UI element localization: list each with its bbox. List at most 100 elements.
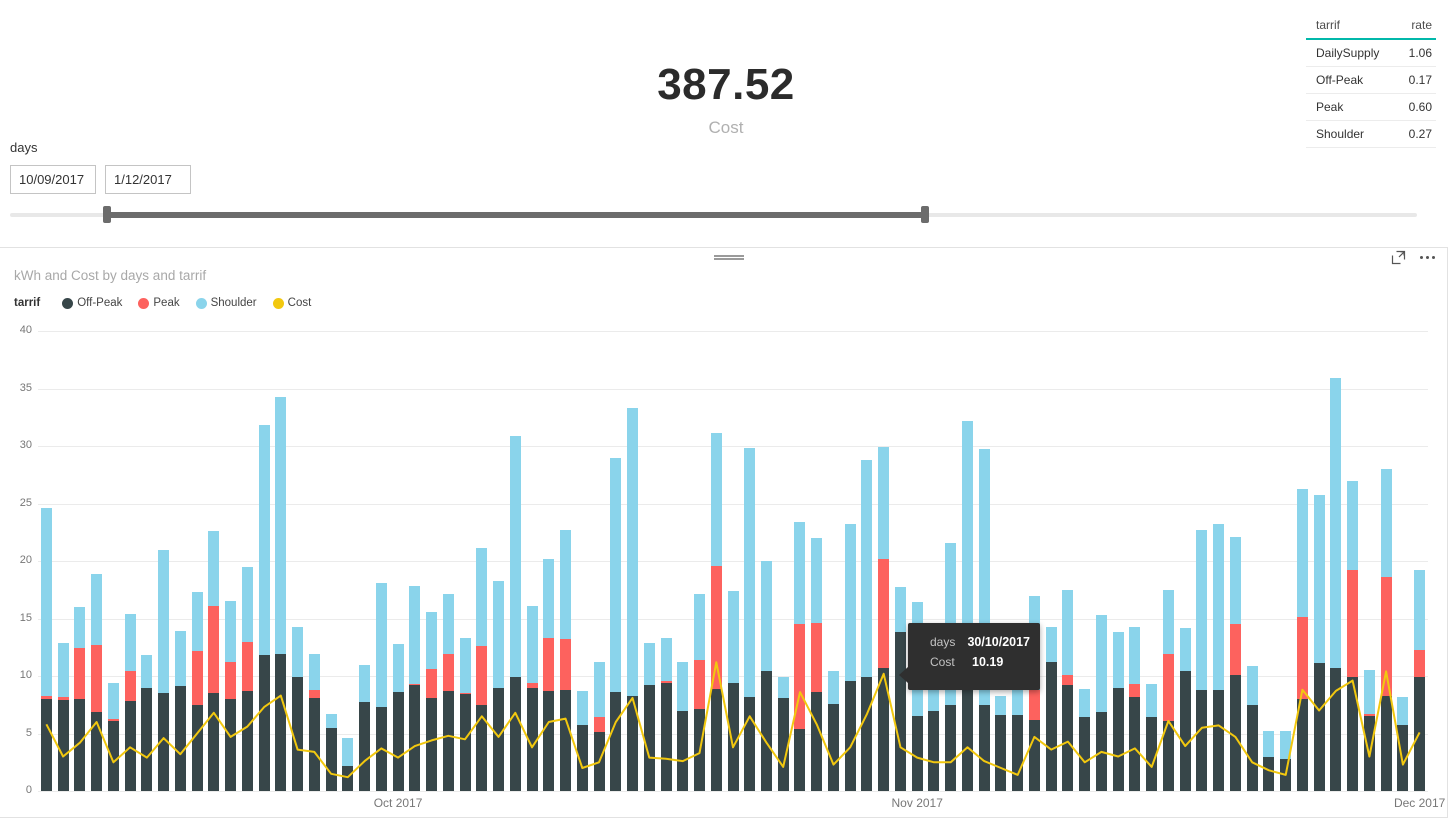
bar-segment-off-peak[interactable] bbox=[1012, 715, 1024, 791]
bar-segment-shoulder[interactable] bbox=[827, 671, 839, 704]
bar-segment-peak[interactable] bbox=[74, 648, 86, 699]
bar-segment-peak[interactable] bbox=[1028, 689, 1040, 720]
bar-segment-shoulder[interactable] bbox=[158, 549, 170, 694]
bar-segment-off-peak[interactable] bbox=[894, 632, 906, 791]
bar-segment-shoulder[interactable] bbox=[760, 561, 772, 672]
bar-segment-off-peak[interactable] bbox=[1347, 677, 1359, 791]
bar-segment-off-peak[interactable] bbox=[878, 667, 890, 791]
bar-segment-off-peak[interactable] bbox=[1229, 674, 1241, 791]
slider-handle-end[interactable] bbox=[920, 206, 929, 223]
drag-handle-icon[interactable] bbox=[714, 254, 744, 262]
plot-area[interactable] bbox=[38, 331, 1428, 792]
bar-segment-off-peak[interactable] bbox=[1196, 689, 1208, 791]
bar-segment-off-peak[interactable] bbox=[124, 701, 136, 791]
bar-segment-off-peak[interactable] bbox=[107, 720, 119, 791]
bar-segment-shoulder[interactable] bbox=[174, 631, 186, 687]
bar-segment-shoulder[interactable] bbox=[1414, 570, 1426, 650]
bar-segment-off-peak[interactable] bbox=[861, 677, 873, 791]
bar-segment-off-peak[interactable] bbox=[40, 699, 52, 791]
bar-segment-shoulder[interactable] bbox=[1196, 529, 1208, 690]
bar-segment-off-peak[interactable] bbox=[978, 704, 990, 791]
bar-segment-peak[interactable] bbox=[811, 623, 823, 693]
bar-segment-shoulder[interactable] bbox=[677, 662, 689, 711]
bar-segment-off-peak[interactable] bbox=[342, 765, 354, 791]
bar-segment-off-peak[interactable] bbox=[91, 711, 103, 791]
bar-segment-peak[interactable] bbox=[1229, 624, 1241, 675]
bar-segment-shoulder[interactable] bbox=[392, 643, 404, 693]
bar-segment-off-peak[interactable] bbox=[660, 682, 672, 791]
bar-segment-shoulder[interactable] bbox=[1313, 495, 1325, 664]
bar-segment-shoulder[interactable] bbox=[459, 638, 471, 694]
legend-item-peak[interactable]: Peak bbox=[138, 297, 180, 309]
bar-segment-shoulder[interactable] bbox=[560, 529, 572, 640]
bar-segment-shoulder[interactable] bbox=[241, 566, 253, 642]
bar-segment-off-peak[interactable] bbox=[961, 681, 973, 791]
bar-segment-off-peak[interactable] bbox=[426, 697, 438, 791]
bar-segment-off-peak[interactable] bbox=[1179, 671, 1191, 791]
bar-segment-off-peak[interactable] bbox=[543, 690, 555, 791]
bar-segment-shoulder[interactable] bbox=[894, 587, 906, 633]
bar-segment-shoulder[interactable] bbox=[811, 538, 823, 624]
bar-segment-shoulder[interactable] bbox=[1162, 589, 1174, 655]
bar-segment-peak[interactable] bbox=[208, 605, 220, 694]
bar-segment-off-peak[interactable] bbox=[141, 687, 153, 791]
slider-handle-start[interactable] bbox=[103, 206, 112, 223]
bar-segment-off-peak[interactable] bbox=[844, 680, 856, 791]
bar-segment-off-peak[interactable] bbox=[1162, 720, 1174, 791]
bar-segment-shoulder[interactable] bbox=[107, 682, 119, 719]
bar-segment-shoulder[interactable] bbox=[543, 558, 555, 639]
bar-segment-off-peak[interactable] bbox=[191, 704, 203, 791]
bar-segment-peak[interactable] bbox=[526, 682, 538, 688]
bar-segment-shoulder[interactable] bbox=[1263, 731, 1275, 757]
bar-segment-shoulder[interactable] bbox=[643, 642, 655, 686]
bar-segment-shoulder[interactable] bbox=[1296, 488, 1308, 618]
bar-segment-shoulder[interactable] bbox=[961, 420, 973, 682]
bar-segment-peak[interactable] bbox=[660, 680, 672, 683]
bar-segment-off-peak[interactable] bbox=[1062, 685, 1074, 791]
bar-segment-peak[interactable] bbox=[107, 718, 119, 721]
slicer-start-date-input[interactable]: 10/09/2017 bbox=[10, 165, 96, 194]
bar-segment-shoulder[interactable] bbox=[660, 638, 672, 681]
bar-segment-off-peak[interactable] bbox=[1028, 719, 1040, 791]
bar-segment-off-peak[interactable] bbox=[1129, 696, 1141, 791]
bar-segment-off-peak[interactable] bbox=[1146, 717, 1158, 791]
bar-segment-shoulder[interactable] bbox=[995, 695, 1007, 716]
bar-segment-peak[interactable] bbox=[694, 659, 705, 710]
bar-segment-shoulder[interactable] bbox=[409, 586, 421, 685]
bar-segment-shoulder[interactable] bbox=[1146, 684, 1158, 718]
bar-segment-shoulder[interactable] bbox=[1229, 536, 1241, 625]
bar-segment-peak[interactable] bbox=[308, 689, 320, 698]
bar-segment-off-peak[interactable] bbox=[57, 700, 69, 791]
bar-segment-off-peak[interactable] bbox=[493, 687, 505, 791]
bar-segment-peak[interactable] bbox=[40, 695, 52, 699]
bar-segment-off-peak[interactable] bbox=[258, 655, 270, 791]
bar-segment-shoulder[interactable] bbox=[978, 449, 990, 705]
bar-segment-shoulder[interactable] bbox=[493, 580, 505, 688]
bar-segment-shoulder[interactable] bbox=[777, 677, 789, 698]
bar-segment-off-peak[interactable] bbox=[1112, 687, 1124, 791]
bar-segment-peak[interactable] bbox=[593, 717, 605, 733]
legend-item-off_peak[interactable]: Off-Peak bbox=[62, 297, 122, 309]
bar-segment-off-peak[interactable] bbox=[225, 699, 237, 791]
slicer-end-date-input[interactable]: 1/12/2017 bbox=[105, 165, 191, 194]
bar-segment-shoulder[interactable] bbox=[359, 664, 371, 703]
rate-table-row[interactable]: Off-Peak 0.17 bbox=[1306, 67, 1436, 94]
bar-segment-peak[interactable] bbox=[560, 639, 572, 690]
bar-segment-off-peak[interactable] bbox=[208, 693, 220, 791]
bar-segment-shoulder[interactable] bbox=[509, 435, 521, 678]
bar-segment-shoulder[interactable] bbox=[727, 590, 739, 683]
legend-item-shoulder[interactable]: Shoulder bbox=[195, 297, 257, 309]
bar-segment-shoulder[interactable] bbox=[1397, 696, 1409, 726]
bar-segment-shoulder[interactable] bbox=[141, 655, 153, 688]
focus-mode-icon[interactable] bbox=[1391, 250, 1406, 265]
bar-segment-shoulder[interactable] bbox=[57, 642, 69, 697]
bar-segment-off-peak[interactable] bbox=[627, 695, 639, 791]
rate-table-row[interactable]: Shoulder 0.27 bbox=[1306, 121, 1436, 148]
bar-segment-peak[interactable] bbox=[225, 662, 237, 699]
bar-segment-off-peak[interactable] bbox=[476, 704, 488, 791]
bar-segment-shoulder[interactable] bbox=[627, 408, 639, 696]
bar-segment-shoulder[interactable] bbox=[124, 613, 136, 672]
bar-segment-peak[interactable] bbox=[426, 669, 438, 698]
bar-segment-peak[interactable] bbox=[91, 644, 103, 712]
bar-segment-shoulder[interactable] bbox=[878, 447, 890, 559]
